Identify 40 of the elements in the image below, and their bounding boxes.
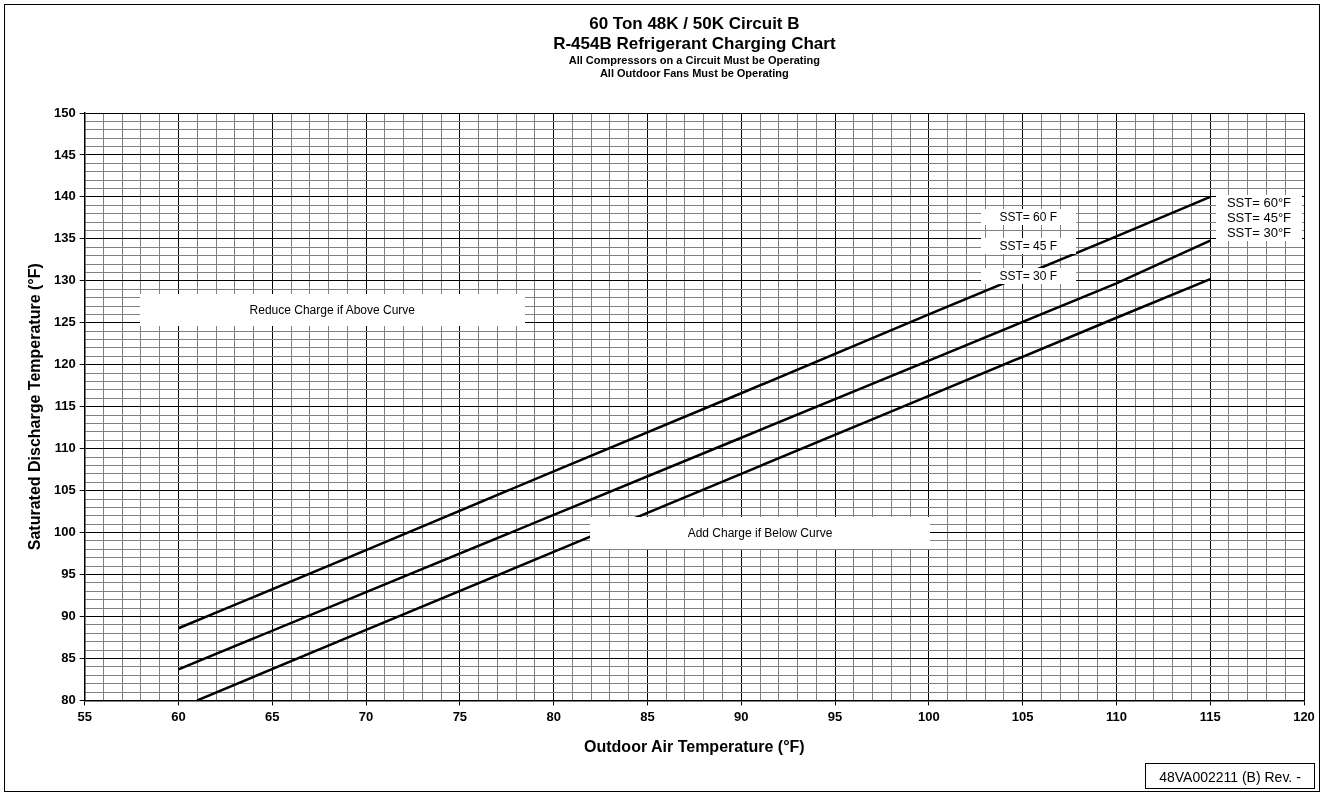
- chart-subtitle: All Compressors on a Circuit Must be Operating All Outdoor Fans Must be Operating: [568, 54, 820, 80]
- y-tick-label: 140: [53, 188, 76, 204]
- y-tick-label: 105: [53, 482, 76, 498]
- label-panel: SST= 60°F: [1216, 194, 1302, 211]
- y-tick-label: 110: [54, 440, 76, 456]
- y-tick-label: 145: [53, 146, 76, 162]
- label-panel: Add Charge if Below Curve: [590, 516, 930, 549]
- y-tick-label: 135: [53, 230, 76, 246]
- y-tick-label: 125: [53, 314, 76, 330]
- x-tick-label: 115: [1199, 708, 1221, 724]
- y-tick-label: 85: [61, 650, 76, 666]
- x-tick-label: 120: [1293, 708, 1315, 724]
- label-panel: SST= 45 F: [980, 238, 1076, 255]
- x-tick-label: 90: [734, 708, 749, 724]
- x-tick-label: 110: [1105, 708, 1127, 724]
- label-panel: SST= 30 F: [980, 267, 1076, 284]
- y-tick-label: 95: [61, 566, 76, 582]
- y-tick-label: 120: [53, 356, 76, 372]
- chart-title: 60 Ton 48K / 50K Circuit B R-454B Refrigerant Charging Chart: [553, 13, 836, 53]
- x-tick-label: 75: [452, 708, 468, 724]
- x-tick-label: 70: [358, 708, 374, 724]
- x-axis-title: Outdoor Air Temperature (°F): [584, 737, 805, 755]
- x-tick-label: 105: [1011, 708, 1034, 724]
- x-tick-label: 85: [640, 708, 655, 724]
- y-axis-title: Saturated Discharge Temperature (°F): [26, 263, 44, 551]
- x-tick-label: 60: [171, 708, 186, 724]
- label-panel: 48VA002211 (B) Rev. -: [1145, 763, 1315, 789]
- y-tick-label: 115: [54, 398, 76, 414]
- y-tick-label: 100: [53, 524, 76, 540]
- x-tick-label: 55: [77, 708, 92, 724]
- y-tick-label: 90: [61, 608, 76, 624]
- label-panel: SST= 60 F: [980, 209, 1076, 226]
- x-tick-label: 80: [546, 708, 561, 724]
- y-tick-label: 150: [53, 104, 76, 120]
- x-tick-label: 95: [827, 708, 843, 724]
- label-panel: Reduce Charge if Above Curve: [139, 294, 525, 327]
- y-tick-label: 130: [53, 272, 76, 288]
- x-tick-label: 100: [917, 708, 940, 724]
- y-tick-label: 80: [61, 691, 76, 707]
- x-tick-label: 65: [265, 708, 280, 724]
